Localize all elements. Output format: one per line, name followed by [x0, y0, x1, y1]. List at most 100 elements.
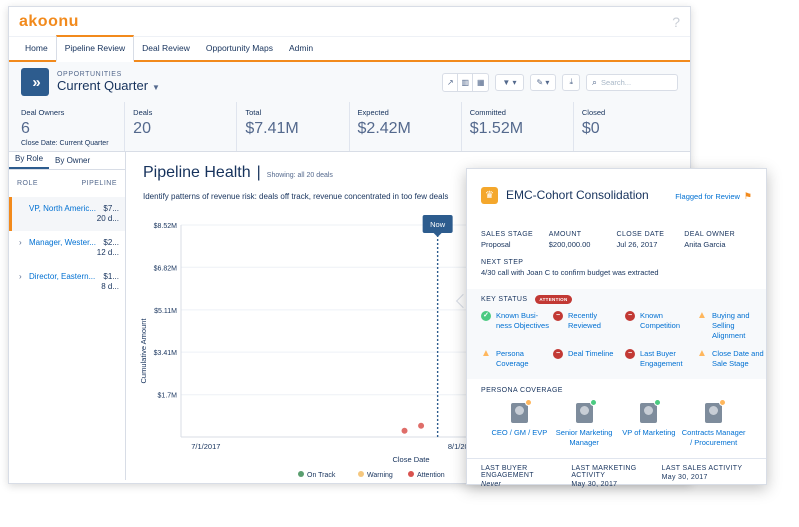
metric-value: 20: [133, 120, 151, 137]
search-input[interactable]: ⌕ Search...: [586, 73, 678, 91]
key-status-label: Persona Coverage: [496, 349, 529, 368]
warning-icon: ▲: [481, 348, 491, 359]
sidebar-item-vp-north-america[interactable]: VP, North Americ... $7... 20 d...: [9, 197, 125, 231]
role-name: Manager, Wester...: [29, 238, 96, 247]
minus-icon: −: [553, 311, 563, 321]
persona-item[interactable]: Senior Marketing Manager: [552, 399, 617, 448]
field-label: CLOSE DATE: [616, 231, 665, 238]
help-icon[interactable]: ?: [672, 13, 680, 30]
engagement-item: LAST SALES ACTIVITY May 30, 2017: [662, 465, 752, 488]
chevron-right-icon[interactable]: ›: [19, 238, 22, 247]
deal-fields: SALES STAGE Proposal AMOUNT $200,000.00 CL…: [467, 231, 766, 249]
field-label: SALES STAGE: [481, 231, 534, 238]
role-sidebar: By Role By Owner ROLE PIPELINE VP, North…: [9, 152, 126, 480]
nav-opportunity-maps[interactable]: Opportunity Maps: [205, 43, 273, 53]
legend-swatch: [408, 471, 414, 477]
grid-view-icon[interactable]: ▦: [477, 77, 485, 87]
check-icon: ✓: [481, 311, 491, 321]
nav-admin[interactable]: Admin: [288, 43, 314, 53]
pipeline-deals: 20 d...: [96, 214, 119, 223]
flagged-for-review-link[interactable]: Flagged for Review ⚑: [675, 191, 752, 202]
title-separator: |: [256, 164, 261, 181]
chart-view-icon[interactable]: ↗: [443, 73, 459, 91]
top-bar: akoonu ?: [9, 7, 690, 37]
engagement-value: Never: [481, 481, 502, 488]
engagement-item: LAST MARKETING ACTIVITY May 30, 2017: [571, 465, 661, 488]
metric-label: Expected: [357, 108, 389, 117]
y-axis-label: Cumulative Amount: [139, 318, 148, 384]
role-pipeline: $1... 8 d...: [101, 272, 119, 292]
key-status-item[interactable]: − Recently Reviewed: [553, 311, 625, 341]
tab-by-role[interactable]: By Role: [9, 154, 50, 169]
main-nav: Home Pipeline Review Deal Review Opportu…: [9, 35, 690, 62]
nav-home[interactable]: Home: [25, 43, 48, 53]
persona-item[interactable]: Contracts Manager / Procurement: [681, 399, 746, 448]
deal-detail-card: ♛ EMC-Cohort Consolidation Flagged for R…: [466, 168, 767, 488]
key-status-item[interactable]: ▲ Persona Coverage: [481, 349, 553, 369]
legend-label: On Track: [307, 472, 336, 479]
sidebar-item-manager-western[interactable]: › Manager, Wester... $2... 12 d...: [9, 231, 125, 265]
check-badge-icon: [589, 399, 597, 406]
field-label: DEAL OWNER: [684, 231, 736, 238]
y-tick-label: $1.7M: [158, 393, 178, 400]
y-tick-label: $3.41M: [154, 350, 178, 357]
persona-name: Contracts Manager / Procurement: [681, 428, 746, 447]
pipeline-amount: $7...: [103, 204, 119, 213]
sidebar-item-director-eastern[interactable]: › Director, Eastern... $1... 8 d...: [9, 265, 125, 299]
view-toggle-group: ↗ ▥ ▦: [442, 72, 490, 92]
list-view-selector[interactable]: Current Quarter ▼: [57, 78, 160, 93]
page-header: » OPPORTUNITIES Current Quarter ▼ ↗ ▥ ▦ ▼…: [9, 62, 690, 102]
filter-icon: ▼: [502, 77, 511, 87]
avatar: [705, 399, 727, 423]
avatar: [510, 399, 532, 423]
key-status-label: Buying and Selling Alignment: [712, 311, 750, 340]
engagement-label: LAST BUYER ENGAGEMENT: [481, 465, 534, 479]
deal-title[interactable]: EMC-Cohort Consolidation: [506, 188, 649, 202]
minus-icon: −: [625, 349, 635, 359]
next-step: NEXT STEP 4/30 call with Joan C to confi…: [467, 249, 766, 277]
metric-label: Total: [245, 108, 262, 117]
pipeline-health-panel: Pipeline Health | Showing: all 20 deals …: [126, 152, 690, 480]
search-icon: ⌕: [592, 76, 598, 87]
key-status-item[interactable]: − Known Competition: [625, 311, 697, 341]
avatar: [575, 399, 597, 423]
engagement-label: LAST SALES ACTIVITY: [661, 465, 743, 472]
key-status-item[interactable]: ▲ Close Date and Sale Stage: [697, 349, 769, 369]
nav-deal-review[interactable]: Deal Review: [142, 43, 190, 53]
key-status-label: Recently Reviewed: [568, 311, 601, 330]
tab-by-owner[interactable]: By Owner: [55, 156, 91, 165]
settings-button[interactable]: ✎ ▾: [529, 73, 557, 91]
key-status-item[interactable]: − Deal Timeline: [553, 349, 625, 369]
key-status-item[interactable]: ✓ Known Busi-ness Objectives: [481, 311, 553, 341]
card-header: ♛ EMC-Cohort Consolidation Flagged for R…: [467, 169, 766, 231]
minus-icon: −: [625, 311, 635, 321]
field-amount: AMOUNT $200,000.00: [549, 231, 617, 249]
key-status-item[interactable]: − Last Buyer Engagement: [625, 349, 697, 369]
metric-total: Total $7.41M: [237, 102, 350, 151]
persona-heading: PERSONA COVERAGE: [481, 387, 563, 394]
field-value: Proposal: [481, 240, 511, 249]
x-tick-label: 7/1/2017: [191, 442, 220, 451]
engagement-section: LAST BUYER ENGAGEMENT Never LAST MARKETING…: [467, 458, 766, 488]
sidebar-tabs: By Role By Owner: [9, 152, 125, 170]
table-view-icon[interactable]: ▥: [458, 73, 474, 91]
chevron-right-icon[interactable]: ›: [19, 272, 22, 281]
field-label: AMOUNT: [548, 231, 582, 238]
persona-item[interactable]: VP of Marketing: [617, 399, 682, 448]
y-tick-label: $8.52M: [154, 223, 178, 230]
data-point: [417, 421, 426, 430]
download-button[interactable]: ⤓: [562, 73, 580, 91]
field-value: Jul 26, 2017: [616, 240, 658, 249]
chevron-down-icon: ▼: [152, 83, 160, 92]
filter-button[interactable]: ▼ ▾: [495, 73, 524, 91]
field-close-date: CLOSE DATE Jul 26, 2017: [617, 231, 685, 249]
nav-pipeline-review[interactable]: Pipeline Review: [55, 35, 135, 62]
warning-icon: ▲: [697, 348, 707, 359]
key-status-item[interactable]: ▲ Buying and Selling Alignment: [697, 311, 769, 341]
key-status-section: KEY STATUS ATTENTION ✓ Known Busi-ness Obj…: [467, 289, 766, 379]
persona-item[interactable]: CEO / GM / EVP: [487, 399, 552, 448]
next-step-value: 4/30 call with Joan C to confirm budget …: [481, 268, 659, 277]
pipeline-deals: 12 d...: [96, 248, 119, 257]
metric-value: $1.52M: [469, 120, 524, 137]
chevron-right-icon: [19, 204, 29, 224]
